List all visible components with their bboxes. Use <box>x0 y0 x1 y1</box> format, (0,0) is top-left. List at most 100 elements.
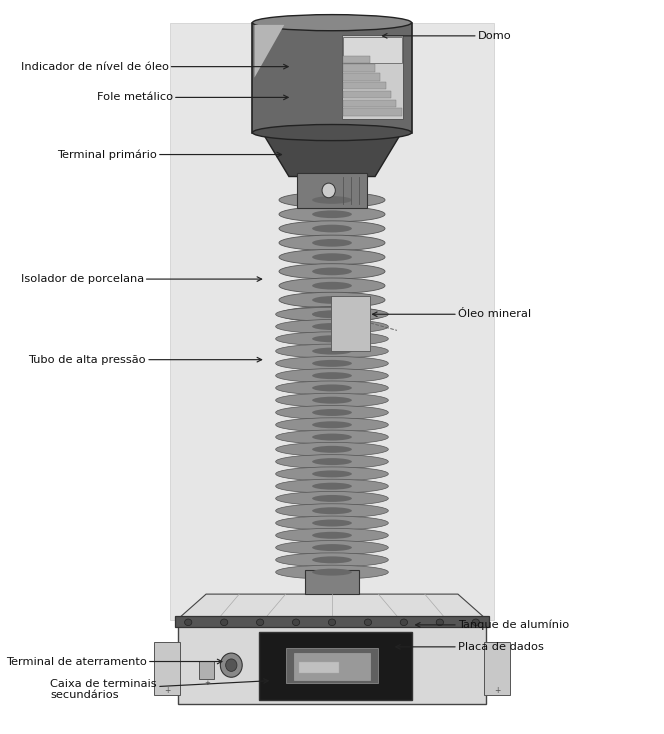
Bar <box>343 56 370 63</box>
Bar <box>343 100 396 107</box>
Ellipse shape <box>365 619 372 625</box>
Ellipse shape <box>312 196 352 204</box>
Ellipse shape <box>279 206 385 222</box>
Ellipse shape <box>276 492 388 506</box>
Ellipse shape <box>276 430 388 444</box>
Ellipse shape <box>312 520 352 526</box>
Text: Placa de dados: Placa de dados <box>396 642 544 652</box>
Bar <box>178 617 486 704</box>
Ellipse shape <box>279 192 385 208</box>
Ellipse shape <box>312 569 352 575</box>
Ellipse shape <box>276 332 388 346</box>
Text: Tanque de alumínio: Tanque de alumínio <box>416 619 569 630</box>
Polygon shape <box>262 133 402 176</box>
Ellipse shape <box>312 268 352 275</box>
Ellipse shape <box>312 239 352 247</box>
Ellipse shape <box>276 393 388 407</box>
Ellipse shape <box>292 619 299 625</box>
Ellipse shape <box>279 264 385 279</box>
Ellipse shape <box>436 619 444 625</box>
Ellipse shape <box>185 619 192 625</box>
Ellipse shape <box>276 454 388 468</box>
Text: Caixa de terminais
secundários: Caixa de terminais secundários <box>50 678 268 700</box>
Text: Isolador de porcelana: Isolador de porcelana <box>21 274 262 284</box>
Ellipse shape <box>276 344 388 358</box>
Ellipse shape <box>312 323 352 330</box>
Ellipse shape <box>276 443 388 457</box>
Ellipse shape <box>312 253 352 261</box>
Text: +: + <box>494 686 500 695</box>
Bar <box>170 23 494 619</box>
Ellipse shape <box>276 368 388 382</box>
Text: +: + <box>164 686 170 695</box>
Ellipse shape <box>276 405 388 419</box>
Ellipse shape <box>312 446 352 453</box>
Ellipse shape <box>312 470 352 477</box>
Text: +: + <box>204 680 210 686</box>
Ellipse shape <box>226 659 237 672</box>
Text: Domo: Domo <box>382 31 511 41</box>
Ellipse shape <box>312 335 352 342</box>
Bar <box>343 82 386 90</box>
Ellipse shape <box>276 528 388 542</box>
Ellipse shape <box>220 653 242 677</box>
Text: Terminal primário: Terminal primário <box>57 149 282 160</box>
Ellipse shape <box>276 553 388 567</box>
Bar <box>485 642 509 695</box>
Bar <box>286 648 378 683</box>
Ellipse shape <box>220 619 228 625</box>
Ellipse shape <box>276 516 388 530</box>
Ellipse shape <box>312 282 352 289</box>
Ellipse shape <box>312 483 352 490</box>
Ellipse shape <box>276 418 388 432</box>
Ellipse shape <box>312 225 352 233</box>
Ellipse shape <box>312 310 352 318</box>
Ellipse shape <box>276 479 388 493</box>
Ellipse shape <box>279 221 385 236</box>
Ellipse shape <box>312 348 352 355</box>
Ellipse shape <box>312 372 352 379</box>
Bar <box>343 37 402 63</box>
Ellipse shape <box>276 541 388 554</box>
Ellipse shape <box>312 544 352 551</box>
Ellipse shape <box>312 556 352 563</box>
Ellipse shape <box>312 434 352 440</box>
Text: Tubo de alta pressão: Tubo de alta pressão <box>29 355 262 365</box>
Bar <box>331 296 371 351</box>
Ellipse shape <box>276 565 388 579</box>
Polygon shape <box>179 594 485 617</box>
Bar <box>252 23 412 133</box>
Ellipse shape <box>312 507 352 515</box>
Ellipse shape <box>312 211 352 218</box>
Bar <box>343 91 391 98</box>
Ellipse shape <box>472 619 479 625</box>
Ellipse shape <box>312 310 352 318</box>
Ellipse shape <box>256 619 264 625</box>
Text: Fole metálico: Fole metálico <box>97 92 288 103</box>
Bar <box>175 616 489 627</box>
Text: Terminal de aterramento: Terminal de aterramento <box>6 656 222 666</box>
Ellipse shape <box>279 292 385 308</box>
Bar <box>343 109 402 116</box>
Ellipse shape <box>312 495 352 502</box>
Bar <box>259 632 412 700</box>
Ellipse shape <box>312 409 352 416</box>
Ellipse shape <box>279 278 385 294</box>
Bar <box>305 200 359 209</box>
Ellipse shape <box>276 467 388 481</box>
Ellipse shape <box>312 360 352 367</box>
Ellipse shape <box>312 458 352 465</box>
Bar <box>305 570 359 594</box>
Ellipse shape <box>312 296 352 304</box>
Bar <box>155 642 179 695</box>
Ellipse shape <box>279 307 385 322</box>
Bar <box>342 35 403 120</box>
Text: Indicador de nível de óleo: Indicador de nível de óleo <box>21 62 288 72</box>
Polygon shape <box>254 25 284 78</box>
Bar <box>315 200 349 314</box>
Ellipse shape <box>312 397 352 404</box>
Ellipse shape <box>276 319 388 333</box>
Ellipse shape <box>312 421 352 428</box>
Ellipse shape <box>276 504 388 517</box>
Ellipse shape <box>252 15 412 31</box>
